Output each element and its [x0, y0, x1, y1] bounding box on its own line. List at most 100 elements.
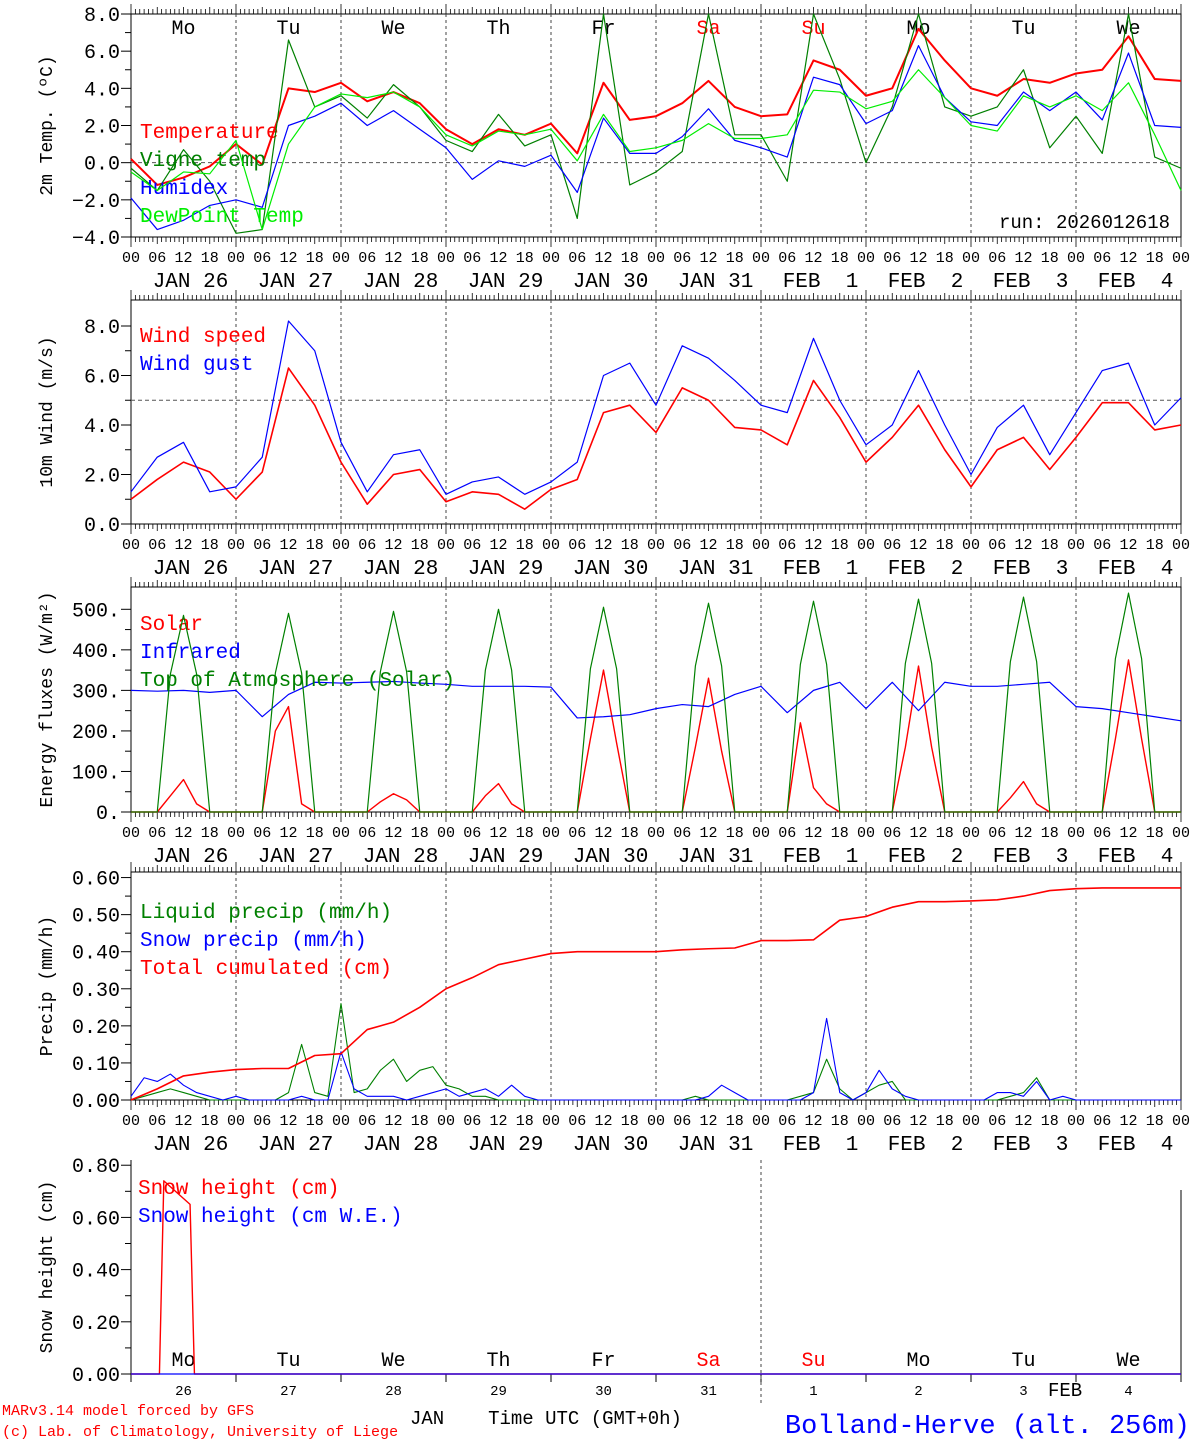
x-hour-label: 12	[1014, 825, 1032, 842]
panel-flux: 0. 100. 200. 300. 400. 500. Energy fluxes (W/m…	[38, 577, 1190, 869]
y-tick-label: 8.0	[84, 317, 120, 340]
x-hour-label: 00	[227, 825, 245, 842]
x-hour-label: 00	[1172, 537, 1190, 554]
month-label: FEB	[1048, 1380, 1082, 1402]
x-date-label: JAN 26	[153, 271, 229, 294]
x-hour-label: 00	[437, 250, 455, 267]
x-hour-label: 00	[962, 537, 980, 554]
x-date-label: JAN 31	[678, 271, 754, 294]
x-date-label: JAN 28	[363, 846, 439, 869]
x-day-number: 26	[175, 1384, 192, 1400]
x-date-label: JAN 26	[153, 558, 229, 581]
x-hour-label: 06	[883, 825, 901, 842]
y-tick-label: 200.	[72, 722, 120, 745]
run-label: run: 2026012618	[999, 212, 1170, 234]
x-hour-label: 18	[726, 537, 744, 554]
wind-speed-line	[130, 367, 1182, 510]
x-hour-label: 12	[279, 250, 297, 267]
x-hour-label: 18	[936, 537, 954, 554]
x-day-number: 3	[1019, 1384, 1027, 1400]
x-hour-label: 00	[1067, 1113, 1085, 1130]
x-date-label: JAN 29	[468, 846, 544, 869]
x-hour-label: 06	[988, 250, 1006, 267]
x-date-label: JAN 26	[153, 1134, 229, 1157]
x-hour-label: 12	[1014, 537, 1032, 554]
legend-snow-precip-mm-h: Snow precip (mm/h)	[140, 930, 367, 953]
x-date-label: FEB 3	[993, 271, 1069, 294]
x-hour-label: 00	[1067, 825, 1085, 842]
x-hour-label: 06	[883, 250, 901, 267]
x-hour-label: 18	[306, 825, 324, 842]
legend-vigne-temp: Vigne temp	[140, 150, 266, 173]
panel-snow: 0.00 0.20 0.40 0.60 0.80 Snow height (cm) 26 Mo…	[38, 1156, 1182, 1404]
y-tick-label: 0.40	[72, 1261, 120, 1284]
x-hour-label: 18	[411, 537, 429, 554]
x-hour-label: 18	[516, 250, 534, 267]
temperature-line	[130, 27, 1182, 186]
y-tick-label: 8.0	[84, 5, 120, 28]
plot-frame	[130, 299, 1182, 525]
x-hour-label: 00	[857, 825, 875, 842]
x-hour-label: 12	[1119, 1113, 1137, 1130]
x-date-label: JAN 26	[153, 846, 229, 869]
x-hour-label: 00	[332, 825, 350, 842]
y-tick-label: 0.60	[72, 1208, 120, 1231]
x-hour-label: 18	[411, 825, 429, 842]
x-hour-label: 00	[752, 250, 770, 267]
x-hour-label: 06	[253, 537, 271, 554]
y-tick-label: 500.	[72, 600, 120, 623]
x-date-label: JAN 31	[678, 1134, 754, 1157]
x-hour-label: 00	[1172, 1113, 1190, 1130]
x-hour-label: 00	[857, 537, 875, 554]
day-name-label: We	[381, 18, 405, 41]
x-day-number: 2	[914, 1384, 922, 1400]
x-date-label: JAN 27	[258, 846, 334, 869]
x-hour-label: 18	[621, 250, 639, 267]
day-name-label: Tu	[1011, 18, 1035, 41]
y-tick-label: 6.0	[84, 42, 120, 65]
x-hour-label: 12	[174, 250, 192, 267]
x-hour-label: 12	[174, 825, 192, 842]
x-hour-label: 18	[201, 250, 219, 267]
y-tick-label: 2.0	[84, 117, 120, 140]
x-date-label: FEB 2	[888, 846, 964, 869]
x-date-label: JAN 28	[363, 558, 439, 581]
x-hour-label: 12	[699, 825, 717, 842]
day-name-label: Mo	[906, 1350, 930, 1373]
x-date-label: JAN 31	[678, 558, 754, 581]
legend-total-cumulated-cm: Total cumulated (cm)	[140, 958, 392, 981]
y-tick-label: 0.60	[72, 869, 120, 892]
x-hour-label: 00	[542, 1113, 560, 1130]
dewpoint-temp-line	[130, 69, 1182, 231]
x-hour-label: 06	[568, 537, 586, 554]
legend-wind-gust: Wind gust	[140, 354, 253, 377]
x-hour-label: 12	[1119, 537, 1137, 554]
footer: MARv3.14 model forced by GFS (c) Lab. of …	[2, 1380, 1190, 1440]
x-date-label: FEB 3	[993, 1134, 1069, 1157]
x-hour-label: 06	[988, 825, 1006, 842]
x-hour-label: 18	[1041, 825, 1059, 842]
day-name-label: Sa	[696, 1350, 720, 1373]
x-hour-label: 18	[831, 1113, 849, 1130]
x-hour-label: 00	[122, 250, 140, 267]
x-hour-label: 12	[804, 825, 822, 842]
x-hour-label: 12	[804, 1113, 822, 1130]
x-hour-label: 00	[1172, 825, 1190, 842]
x-hour-label: 12	[384, 250, 402, 267]
legend-temperature: Temperature	[140, 122, 279, 145]
x-hour-label: 00	[752, 537, 770, 554]
x-day-number: 27	[280, 1384, 297, 1400]
vigne-temp-line	[130, 13, 1182, 234]
legend-humidex: Humidex	[140, 178, 228, 201]
day-name-label: We	[381, 1350, 405, 1373]
x-hour-label: 18	[831, 825, 849, 842]
x-hour-label: 00	[542, 250, 560, 267]
x-hour-label: 00	[857, 1113, 875, 1130]
x-hour-label: 06	[883, 1113, 901, 1130]
day-name-label: Th	[486, 1350, 510, 1373]
x-hour-label: 18	[621, 1113, 639, 1130]
y-tick-label: 4.0	[84, 416, 120, 439]
x-hour-label: 00	[542, 537, 560, 554]
x-hour-label: 06	[778, 1113, 796, 1130]
x-hour-label: 18	[831, 537, 849, 554]
